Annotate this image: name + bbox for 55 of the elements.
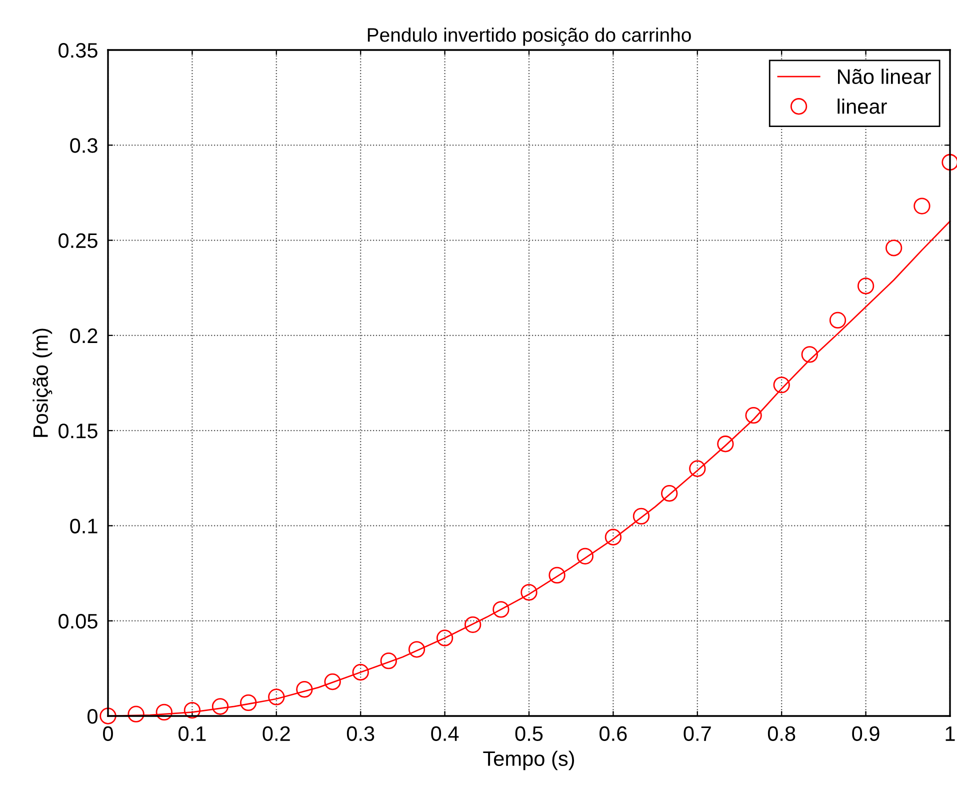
point: [212, 698, 229, 715]
point: [184, 702, 201, 719]
point: [436, 630, 454, 646]
point: [604, 528, 622, 546]
y-axis-title: Posição (m): [32, 328, 52, 437]
x-tick-label: 1: [946, 726, 955, 741]
x-tick-label: 0.2: [262, 726, 290, 742]
point: [128, 706, 144, 722]
point: [548, 566, 566, 584]
x-tick-label: 0.4: [431, 726, 459, 742]
point: [380, 652, 397, 670]
y-tick-label: 0.2: [70, 328, 98, 344]
point: [240, 694, 257, 712]
point: [464, 616, 482, 633]
y-tick-label: 0.1: [70, 518, 98, 534]
x-tick-label: 0.9: [852, 726, 880, 742]
point: [773, 376, 790, 394]
point: [942, 154, 957, 171]
point: [857, 278, 874, 294]
y-tick-label: 0.25: [58, 233, 98, 248]
point: [661, 485, 678, 502]
y-tick-label: 0: [88, 709, 98, 724]
x-tick-label: 0.7: [684, 726, 711, 742]
point: [829, 312, 846, 329]
point: [520, 584, 538, 601]
legend-label: Não linear: [838, 68, 931, 84]
point: [801, 346, 818, 363]
y-tick-label: 0.3: [70, 138, 98, 153]
y-tick-label: 0.35: [58, 43, 98, 58]
point: [156, 704, 172, 721]
point: [268, 688, 285, 706]
legend-label: linear: [838, 98, 887, 114]
x-tick-label: 0.5: [515, 726, 543, 742]
x-tick-label: 0.1: [178, 726, 206, 742]
y-tick-label: 0.15: [58, 424, 98, 438]
point: [492, 601, 510, 618]
point: [689, 460, 706, 477]
point: [296, 681, 313, 698]
point: [100, 708, 116, 724]
point: [408, 641, 426, 658]
x-tick-label: 0.6: [600, 726, 627, 742]
point: [717, 436, 734, 452]
point: [324, 673, 341, 690]
x-tick-label: 0.3: [346, 726, 374, 742]
point: [352, 664, 369, 681]
point: [632, 508, 650, 525]
x-tick-label: 0: [103, 726, 113, 742]
point: [576, 548, 594, 564]
chart-title: Pendulo invertido posição do carrinho: [368, 28, 691, 46]
point: [914, 198, 930, 214]
point: [745, 407, 762, 424]
x-tick-label: 0.8: [768, 726, 796, 742]
x-axis-title: Tempo (s): [483, 750, 574, 770]
point: [886, 240, 902, 256]
y-tick-label: 0.05: [58, 614, 98, 629]
